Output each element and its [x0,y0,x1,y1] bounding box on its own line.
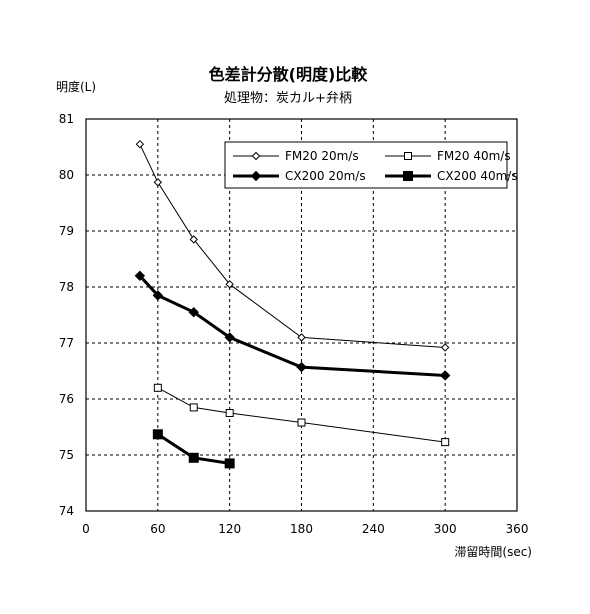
legend-label: FM20 40m/s [437,149,511,163]
legend-item: CX200 20m/s [233,169,366,183]
y-tick-label: 76 [59,392,74,406]
legend-label: CX200 40m/s [437,169,518,183]
x-tick-label: 0 [82,522,90,536]
data-point [152,290,164,301]
legend-marker [251,151,261,161]
x-tick-label: 120 [218,522,241,536]
data-point [297,333,306,342]
data-point [152,429,163,440]
legend-item: CX200 40m/s [385,169,518,183]
series-2 [153,383,450,447]
x-axis-label: 滞留時間(sec) [454,545,532,559]
data-point [153,383,162,392]
data-point [440,343,450,352]
series-4 [152,429,235,469]
data-point [134,270,146,282]
y-tick-label: 78 [59,280,74,294]
data-point [297,418,306,427]
legend-marker [403,171,413,181]
data-point [153,178,163,187]
data-point [188,452,199,463]
series-line [139,143,446,348]
y-tick-label: 80 [59,168,74,182]
legend-box [224,141,508,189]
y-tick-label: 81 [59,112,74,126]
data-point [135,139,145,149]
x-tick-label: 240 [362,522,385,536]
y-tick-label: 74 [59,504,74,518]
data-point [189,235,198,244]
y-tick-label: 77 [59,336,74,350]
legend-marker [404,152,412,160]
legend-item: FM20 40m/s [385,149,511,163]
data-point [225,409,234,417]
plot-frame [85,118,518,512]
y-tick-label: 79 [59,224,74,238]
chart-title: 色差計分散(明度)比較 [209,65,369,84]
y-axis-label: 明度(L) [56,79,96,94]
data-point [188,306,199,318]
series-3 [134,270,451,381]
x-tick-label: 360 [506,522,529,536]
chart-subtitle: 処理物：炭カル+弁柄 [224,91,352,106]
data-point [439,370,451,381]
x-tick-label: 60 [150,522,165,536]
data-point [441,438,450,447]
series-line [138,274,446,377]
legend-label: FM20 20m/s [285,149,359,163]
legend-item: FM20 20m/s [233,149,359,163]
data-point [224,458,235,469]
data-point [296,361,307,373]
y-tick-label: 75 [59,448,74,462]
data-point [224,332,235,343]
series-1 [135,139,450,352]
legend-label: CX200 20m/s [285,169,366,183]
data-point [189,403,198,412]
x-tick-label: 180 [290,522,313,536]
x-tick-label: 300 [434,522,457,536]
data-point [225,279,234,289]
legend-marker [250,170,262,182]
